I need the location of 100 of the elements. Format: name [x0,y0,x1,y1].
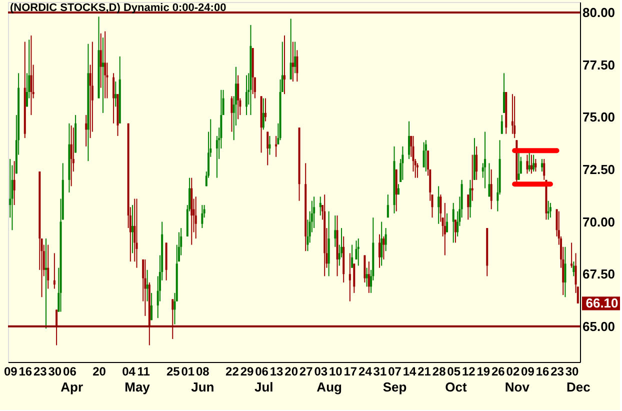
candlestick [262,98,264,130]
candlestick [114,81,117,108]
candlestick [178,232,180,262]
candlestick [319,196,322,216]
candlestick [104,30,106,99]
candlestick [348,252,351,302]
candlestick [484,131,486,189]
candlestick [488,162,490,198]
candlestick [469,179,472,218]
candlestick [351,244,354,268]
x-tick-label: 02 [506,364,520,378]
x-tick-label: 23 [550,364,564,378]
x-tick-label: 26 [492,364,506,378]
candlestick [402,146,404,180]
x-tick-label: 12 [462,364,476,378]
x2-tick-label: Sep [382,380,407,394]
candlestick [44,238,47,330]
candlestick [290,18,292,80]
x-tick-label: 13 [270,364,284,378]
y-tick-label: 70.00 [582,214,616,230]
candlestick [444,202,446,256]
x2-tick-label: Dec [566,380,590,394]
y-tick-label: 75.00 [582,110,616,125]
candlestick [386,194,389,218]
candlestick [549,202,552,218]
candlestick [384,228,387,252]
candlestick [353,263,356,294]
candlestick [380,221,383,266]
candlestick [194,196,197,240]
candlestick [408,120,410,160]
y-tick-label: 80.00 [582,4,616,20]
x-tick-label: 28 [432,364,446,378]
candlestick [416,162,418,178]
candlestick [284,34,286,95]
x-tick-label: 19 [476,364,490,378]
x-tick-label: 24 [358,364,372,378]
candlestick [564,246,566,298]
candlestick [146,269,148,302]
candlestick [47,244,50,290]
candlestick [572,261,575,277]
x-tick-label: 20 [284,364,298,378]
candlestick [543,158,546,180]
candlestick [364,254,366,283]
x-tick-label: 20 [92,364,106,378]
x2-tick-label: Aug [316,380,342,394]
candlestick [534,158,537,172]
candlestick [446,212,448,233]
candlestick [313,196,316,229]
candlestick [431,194,434,218]
candlestick [467,194,470,220]
candlestick [56,309,58,346]
candlestick [53,252,56,290]
candlestick [144,258,146,316]
candlestick [275,135,278,158]
candlestick [378,234,380,268]
candlestick [366,267,368,288]
candlestick [476,146,478,180]
candlestick [30,34,32,116]
candlestick [40,238,43,298]
candlestick [471,154,474,202]
x2-tick-label: May [124,380,151,394]
x-tick-label: 07 [388,364,402,378]
x-tick-label: 27 [299,364,314,378]
candlestick [454,219,456,244]
y-tick-label: 65.00 [582,318,616,334]
candlestick [237,74,240,120]
candlestick [570,242,573,268]
x-tick-label: 08 [196,364,210,378]
x-tick-label: 05 [447,364,461,378]
candlestick [254,76,256,99]
candlestick [172,298,174,340]
x-tick-label: 16 [18,364,32,378]
candlestick [334,214,336,248]
chart-title: (NORDIC STOCKS,D) Dynamic 0:00-24:00 [10,2,226,14]
x-tick-label: 01 [181,364,195,378]
candlestick [368,261,370,294]
candlestick [490,168,492,210]
candlestick [440,194,442,222]
x-tick-label: 30 [565,364,580,378]
x-tick-label: 09 [521,364,535,378]
x2-tick-label: Apr [60,380,84,394]
candlestick [503,72,506,114]
x2-tick-label: Oct [445,380,468,394]
candlestick [452,202,454,244]
x2-tick-label: Nov [504,380,530,394]
candlestick [85,114,88,147]
candlestick [70,124,72,187]
x-tick-label: 04 [122,364,136,378]
x-tick-label: 29 [240,364,254,378]
candlestick [520,156,522,174]
x2-tick-label: Jun [191,380,214,394]
candlestick [230,96,233,132]
candlestick [246,74,248,116]
x-tick-label: 09 [4,364,18,378]
candlestick [422,142,425,168]
candlestick [530,154,532,174]
candlestick [382,236,385,260]
candlestick [357,238,360,266]
candlestick [13,160,16,206]
candlestick [102,37,104,114]
